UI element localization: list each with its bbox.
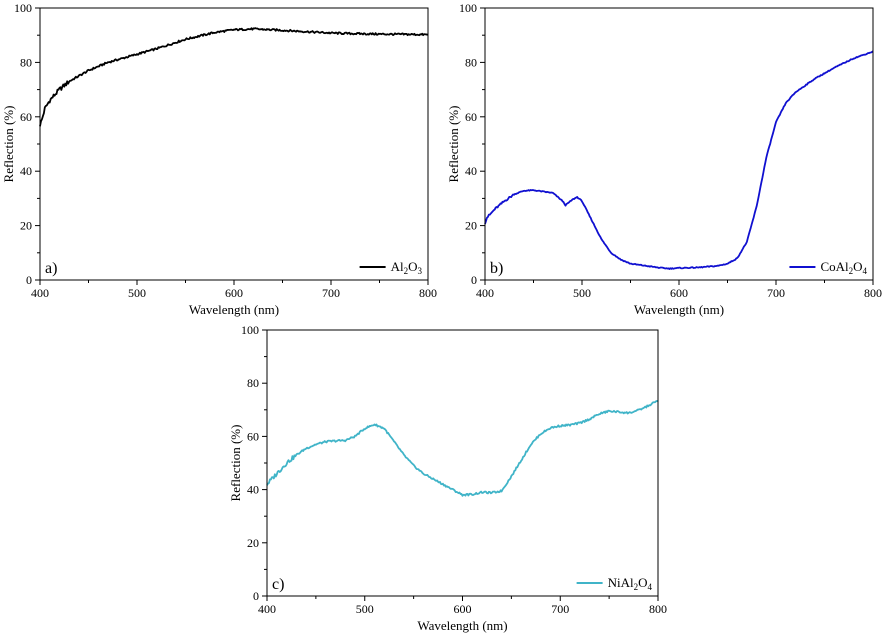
legend-label-subscript: 2 (404, 266, 409, 276)
legend-label-part: O (638, 575, 647, 590)
y-tick-label: 100 (459, 1, 477, 15)
x-tick-label: 800 (419, 286, 437, 300)
legend-label-part: O (853, 259, 862, 274)
y-tick-label: 20 (247, 536, 259, 550)
y-tick-label: 20 (465, 219, 477, 233)
y-tick-label: 80 (247, 376, 259, 390)
legend-label-subscript: 4 (648, 582, 653, 592)
legend-label-part: NiAl (608, 575, 634, 590)
y-tick-label: 40 (20, 164, 32, 178)
y-tick-label: 40 (465, 164, 477, 178)
y-tick-label: 60 (465, 110, 477, 124)
chart-panel-2: 400 500 600 700 800 0 20 40 60 80 100 Wavelength (n… (446, 1, 882, 317)
x-tick-label: 700 (322, 286, 340, 300)
y-axis-label: Reflection (%) (228, 425, 243, 502)
panel-label: c) (272, 576, 284, 593)
y-tick-label: 0 (26, 273, 32, 287)
legend-label-subscript: 3 (418, 266, 423, 276)
x-tick-label: 700 (767, 286, 785, 300)
legend-label-subscript: 2 (849, 266, 854, 276)
x-tick-label: 500 (573, 286, 591, 300)
y-tick-label: 60 (247, 429, 259, 443)
x-axis-label: Wavelength (nm) (417, 618, 507, 633)
legend: NiAl2O4 (576, 575, 653, 592)
legend-label-subscript: 2 (634, 582, 639, 592)
chart-panel-1: 400 500 600 700 800 0 20 40 60 80 100 Wavelength (n… (1, 1, 437, 317)
series-line (484, 50, 874, 270)
y-tick-label: 60 (20, 110, 32, 124)
legend-label-part: CoAl (820, 259, 849, 274)
x-tick-label: 800 (649, 602, 667, 616)
y-axis-label: Reflection (%) (1, 106, 16, 183)
y-axis-label: Reflection (%) (446, 106, 461, 183)
plot-frame (39, 7, 429, 281)
chart-panel-3: 400 500 600 700 800 0 20 40 60 80 100 Wavelength (n… (228, 323, 667, 633)
x-tick-label: 600 (454, 602, 472, 616)
x-axis-label: Wavelength (nm) (634, 302, 724, 317)
y-tick-label: 0 (253, 589, 259, 603)
y-tick-label: 20 (20, 219, 32, 233)
y-tick-label: 0 (471, 273, 477, 287)
y-tick-label: 40 (247, 483, 259, 497)
legend: CoAl2O4 (789, 259, 868, 276)
x-tick-label: 600 (225, 286, 243, 300)
x-tick-label: 400 (31, 286, 49, 300)
legend: Al2O3 (359, 259, 423, 276)
y-tick-label: 80 (20, 55, 32, 69)
plot-frame (266, 329, 659, 597)
x-tick-label: 400 (258, 602, 276, 616)
panel-label: b) (490, 260, 503, 277)
x-axis-label: Wavelength (nm) (189, 302, 279, 317)
plot-frame (484, 7, 874, 281)
legend-label: NiAl2O4 (608, 575, 653, 592)
legend-label-part: Al (391, 259, 404, 274)
x-tick-label: 700 (551, 602, 569, 616)
legend-label: Al2O3 (391, 259, 423, 276)
series-line (266, 400, 659, 497)
x-tick-label: 500 (356, 602, 374, 616)
x-tick-label: 500 (128, 286, 146, 300)
x-tick-label: 400 (476, 286, 494, 300)
series-line (39, 27, 429, 127)
y-tick-label: 80 (465, 55, 477, 69)
y-tick-label: 100 (14, 1, 32, 15)
x-tick-label: 800 (864, 286, 882, 300)
legend-label-subscript: 4 (863, 266, 868, 276)
panel-label: a) (45, 260, 57, 277)
x-tick-label: 600 (670, 286, 688, 300)
legend-label-part: O (408, 259, 417, 274)
y-tick-label: 100 (241, 323, 259, 337)
legend-label: CoAl2O4 (820, 259, 867, 276)
